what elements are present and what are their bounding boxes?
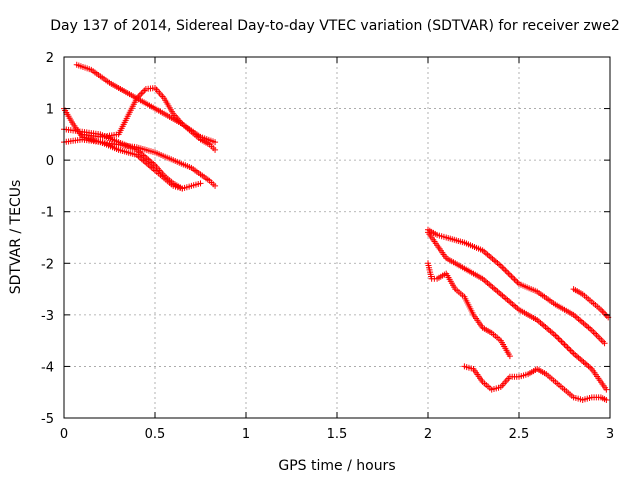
y-axis-label: SDTVAR / TECUs: [8, 180, 24, 295]
data-point: [603, 312, 610, 319]
data-point: [499, 264, 506, 271]
series-arc-5: [61, 126, 186, 192]
data-point: [197, 180, 204, 187]
y-tick-label: 2: [46, 51, 54, 66]
data-point: [511, 276, 518, 283]
y-tick-label: 0: [46, 154, 54, 169]
x-tick-label: 0.5: [145, 427, 166, 442]
series-arc-8: [425, 260, 513, 360]
data-point: [509, 274, 516, 281]
data-point: [505, 270, 512, 277]
data-point: [566, 346, 573, 353]
x-tick-label: 2.5: [509, 427, 530, 442]
data-point: [503, 268, 510, 275]
data-point: [500, 265, 507, 272]
x-tick-labels: 0 0.5 1 1.5 2 2.5 3: [60, 427, 614, 442]
chart-title: Day 137 of 2014, Sidereal Day-to-day VTE…: [50, 18, 620, 34]
data-point: [506, 353, 513, 360]
y-tick-label: -5: [41, 412, 54, 427]
data-point: [512, 277, 519, 284]
data-point: [603, 396, 610, 403]
data-point: [558, 338, 565, 345]
data-point: [506, 271, 513, 278]
data-point: [179, 185, 186, 192]
axis-ticks: [63, 56, 611, 419]
data-point: [563, 343, 570, 350]
x-tick-label: 1: [242, 427, 250, 442]
data-point: [601, 340, 608, 347]
data-point: [564, 344, 571, 351]
series-arc-4: [61, 136, 219, 189]
data-point: [553, 333, 560, 340]
data-point: [556, 336, 563, 343]
series-arc-10: [461, 363, 610, 403]
x-tick-label: 3: [606, 427, 614, 442]
y-tick-label: 1: [46, 103, 54, 118]
data-point: [561, 341, 568, 348]
data-point: [602, 311, 609, 318]
data-point: [212, 182, 219, 189]
data-point: [559, 340, 566, 347]
data-point: [599, 308, 606, 315]
data-point: [603, 386, 610, 393]
y-tick-label: -2: [41, 257, 54, 272]
grid-lines: [64, 57, 610, 418]
data-point: [212, 139, 219, 146]
data-point: [569, 349, 576, 356]
y-tick-label: -4: [41, 360, 54, 375]
data-point: [508, 273, 515, 280]
x-tick-label: 1.5: [327, 427, 348, 442]
y-tick-labels: -5 -4 -3 -2 -1 0 1 2: [41, 51, 54, 427]
data-point: [502, 267, 509, 274]
data-points: [61, 61, 612, 403]
data-point: [139, 89, 146, 96]
data-point: [567, 347, 574, 354]
data-point: [138, 90, 145, 97]
series-arc-6: [425, 226, 608, 347]
x-tick-label: 0: [60, 427, 68, 442]
data-point: [555, 335, 562, 342]
x-axis-label: GPS time / hours: [278, 458, 395, 474]
y-tick-label: -3: [41, 309, 54, 324]
series-arc-9: [570, 286, 612, 321]
series-arc-7: [425, 229, 610, 393]
x-tick-label: 2: [424, 427, 432, 442]
data-point: [212, 146, 219, 153]
y-tick-label: -1: [41, 206, 54, 221]
